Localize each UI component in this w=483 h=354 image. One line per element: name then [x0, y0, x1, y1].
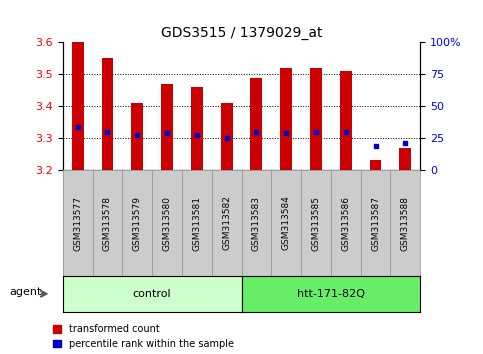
Bar: [101, 58, 114, 170]
Bar: [369, 160, 382, 170]
Bar: [280, 68, 292, 170]
Text: GSM313581: GSM313581: [192, 195, 201, 251]
Text: GSM313583: GSM313583: [252, 195, 261, 251]
Legend: transformed count, percentile rank within the sample: transformed count, percentile rank withi…: [53, 324, 234, 349]
Bar: [131, 103, 143, 170]
Text: GSM313587: GSM313587: [371, 195, 380, 251]
Bar: [251, 78, 262, 170]
Bar: [191, 87, 203, 170]
Bar: [399, 148, 412, 170]
Title: GDS3515 / 1379029_at: GDS3515 / 1379029_at: [161, 26, 322, 40]
Bar: [221, 103, 233, 170]
Text: GSM313578: GSM313578: [103, 195, 112, 251]
Text: GSM313582: GSM313582: [222, 195, 231, 251]
Text: agent: agent: [10, 287, 42, 297]
Text: GSM313584: GSM313584: [282, 195, 291, 251]
Text: htt-171-82Q: htt-171-82Q: [297, 289, 365, 299]
Text: GSM313588: GSM313588: [401, 195, 410, 251]
Bar: [161, 84, 173, 170]
Text: GSM313586: GSM313586: [341, 195, 350, 251]
Text: GSM313580: GSM313580: [163, 195, 171, 251]
Text: GSM313585: GSM313585: [312, 195, 320, 251]
Bar: [340, 71, 352, 170]
Text: control: control: [133, 289, 171, 299]
Bar: [310, 68, 322, 170]
Text: GSM313577: GSM313577: [73, 195, 82, 251]
Bar: [72, 42, 84, 170]
Text: GSM313579: GSM313579: [133, 195, 142, 251]
